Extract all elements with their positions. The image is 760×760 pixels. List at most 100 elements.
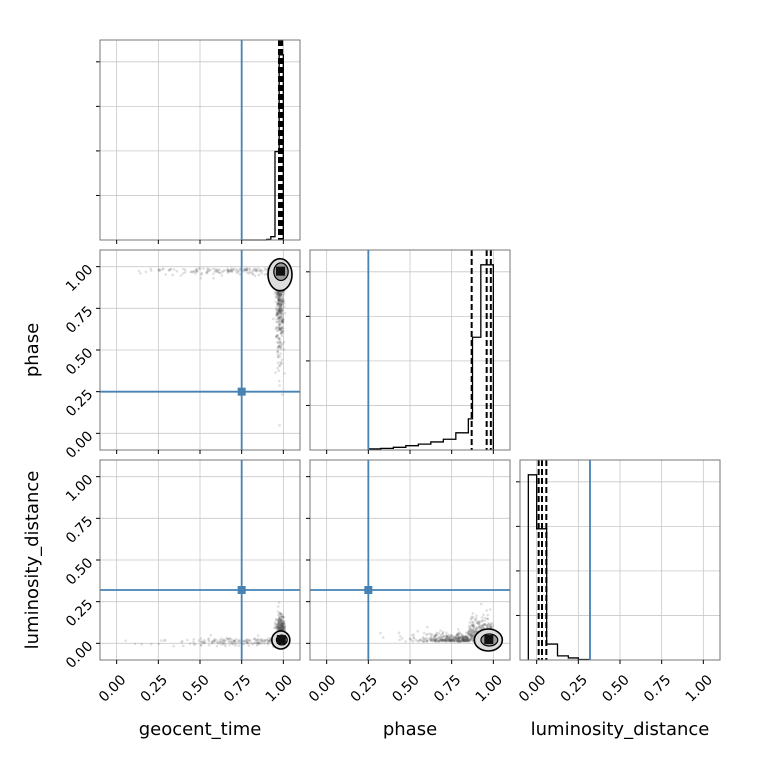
sample-point — [277, 626, 281, 630]
sample-point — [277, 298, 280, 302]
sample-point — [474, 630, 478, 634]
sample-point — [446, 636, 450, 640]
sample-point — [480, 616, 484, 619]
sample-point — [464, 638, 468, 642]
sample-point — [172, 644, 175, 648]
sample-point — [281, 615, 285, 619]
sample-point — [477, 621, 480, 624]
sample-point — [275, 314, 278, 318]
sample-point — [221, 642, 225, 645]
sample-point — [282, 290, 286, 293]
sample-point — [278, 316, 282, 319]
sample-point — [281, 624, 285, 628]
sample-point — [470, 634, 473, 638]
sample-point — [420, 639, 424, 643]
sample-point — [245, 268, 248, 272]
sample-point — [404, 640, 407, 643]
sample-point — [281, 308, 284, 312]
sample-point — [281, 393, 284, 396]
sample-point — [253, 274, 257, 278]
sample-point — [426, 639, 429, 643]
sample-point — [263, 273, 267, 276]
sample-point — [472, 624, 475, 628]
sample-point — [278, 323, 282, 326]
sample-point — [277, 310, 281, 313]
sample-point — [274, 371, 277, 374]
sample-point — [464, 631, 468, 635]
x-tick-label: 0.75 — [431, 672, 464, 705]
sample-point — [275, 329, 279, 333]
sample-point — [466, 640, 470, 643]
sample-point — [276, 333, 279, 337]
sample-point — [279, 303, 282, 307]
sample-point — [278, 384, 281, 387]
sample-point — [439, 639, 443, 642]
sample-point — [212, 640, 215, 644]
truth-marker — [364, 586, 373, 594]
sample-point — [460, 639, 464, 643]
sample-point — [283, 625, 287, 628]
sample-point — [458, 637, 462, 641]
sample-point — [279, 623, 282, 626]
sample-point — [282, 625, 286, 629]
sample-point — [274, 623, 278, 626]
sample-point — [220, 643, 224, 646]
sample-point — [435, 637, 438, 641]
sample-point — [277, 300, 281, 303]
sample-point — [432, 634, 436, 638]
sample-point — [280, 311, 283, 315]
sample-point — [444, 635, 448, 638]
sample-point — [228, 268, 232, 272]
sample-point — [464, 638, 468, 641]
sample-point — [452, 639, 456, 642]
sample-point — [280, 625, 284, 629]
sample-point — [260, 638, 264, 642]
sample-point — [278, 424, 281, 427]
sample-point — [232, 639, 236, 643]
sample-point — [167, 269, 171, 272]
sample-point — [276, 349, 280, 352]
sample-point — [279, 332, 283, 336]
sample-point — [175, 269, 179, 273]
sample-point — [446, 637, 450, 641]
sample-point — [257, 638, 261, 642]
sample-point — [283, 305, 286, 308]
sample-point — [437, 636, 441, 639]
sample-point — [468, 638, 472, 642]
sample-point — [247, 644, 251, 647]
sample-point — [277, 302, 281, 306]
sample-point — [278, 309, 282, 313]
sample-point — [278, 617, 281, 621]
y-tick-label: 1.00 — [63, 472, 96, 505]
sample-point — [252, 641, 256, 645]
sample-point — [477, 620, 480, 623]
sample-point — [440, 639, 444, 642]
sample-point — [434, 639, 437, 643]
sample-point — [206, 268, 210, 271]
sample-point — [278, 339, 282, 343]
sample-point — [227, 637, 231, 641]
sample-point — [164, 638, 167, 642]
sample-point — [224, 644, 227, 648]
sample-point — [278, 294, 281, 298]
sample-point — [242, 642, 246, 646]
sample-point — [279, 298, 282, 302]
sample-point — [212, 639, 216, 642]
sample-point — [280, 330, 284, 334]
sample-point — [278, 308, 282, 312]
sample-point — [470, 636, 474, 640]
sample-point — [461, 635, 465, 638]
sample-point — [276, 295, 280, 299]
sample-point — [462, 639, 466, 642]
sample-point — [450, 634, 453, 637]
sample-point — [245, 268, 249, 272]
sample-point — [281, 320, 285, 324]
sample-point — [279, 625, 282, 629]
sample-point — [278, 617, 281, 620]
sample-point — [249, 641, 253, 645]
sample-point — [464, 638, 467, 642]
sample-point — [276, 291, 280, 295]
sample-point — [276, 303, 280, 306]
sample-point — [275, 335, 278, 339]
sample-point — [236, 641, 239, 644]
